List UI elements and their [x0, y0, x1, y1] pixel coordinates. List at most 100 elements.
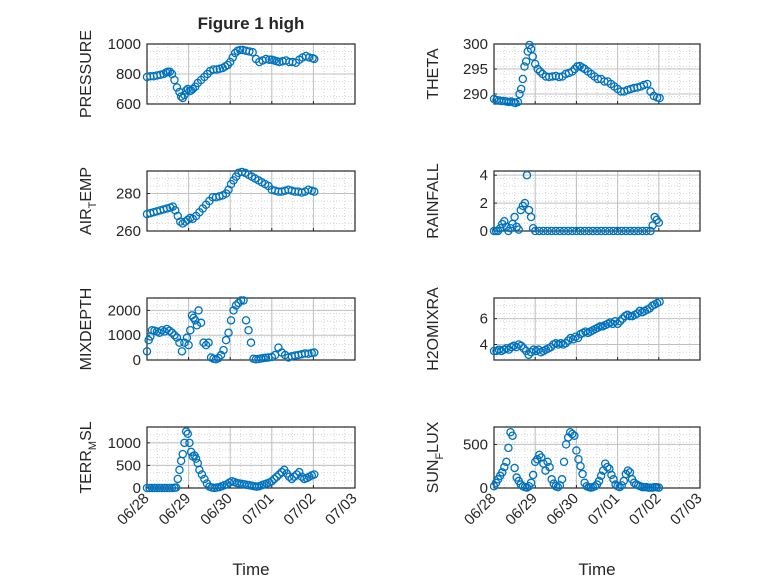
figure-title: Figure 1 high — [198, 14, 305, 33]
data-point — [530, 226, 540, 236]
data-point — [555, 226, 565, 236]
data-point — [654, 218, 664, 227]
data-point — [173, 474, 183, 484]
data-point — [519, 344, 528, 353]
data-point — [287, 474, 297, 484]
x-axis-label: Time — [578, 560, 615, 579]
y-tick-label: 500 — [116, 457, 141, 474]
data-point — [500, 216, 509, 226]
data-point — [204, 338, 213, 347]
data-point — [654, 483, 664, 492]
data-point — [563, 226, 573, 236]
y-tick-label: 2000 — [108, 302, 141, 319]
data-point — [165, 326, 174, 335]
data-point — [191, 454, 201, 463]
data-point — [530, 59, 540, 69]
data-point — [304, 53, 314, 62]
data-point — [638, 226, 647, 236]
data-point — [267, 476, 277, 486]
data-point — [530, 457, 540, 467]
data-point — [162, 204, 172, 213]
data-point — [535, 67, 545, 76]
data-point — [524, 350, 533, 360]
data-point — [515, 89, 524, 99]
data-point — [520, 62, 529, 71]
data-point — [535, 226, 544, 236]
data-point — [600, 226, 610, 236]
data-point — [234, 298, 243, 308]
data-point — [551, 226, 561, 236]
data-point — [545, 462, 554, 472]
data-point — [596, 471, 606, 481]
data-point — [642, 226, 651, 236]
data-point — [584, 226, 594, 236]
data-point — [522, 483, 532, 492]
y-tick-label: 4 — [480, 167, 488, 184]
data-point — [171, 483, 181, 492]
data-point — [513, 97, 523, 107]
data-point — [572, 446, 581, 455]
data-point — [568, 335, 578, 344]
x-tick-label: 06/29 — [156, 490, 195, 529]
data-point — [553, 482, 563, 492]
data-point — [228, 53, 237, 62]
data-point — [209, 65, 218, 74]
data-point — [216, 350, 226, 360]
data-point — [617, 226, 626, 236]
data-point — [192, 321, 202, 330]
data-point — [229, 306, 238, 315]
data-point — [309, 348, 319, 357]
data-point — [625, 311, 635, 321]
y-axis-label: MIXDEPTH — [78, 288, 95, 371]
data-point — [248, 48, 257, 57]
data-point — [576, 226, 585, 236]
data-point — [568, 67, 577, 76]
data-point — [619, 476, 629, 486]
data-point — [621, 226, 631, 236]
y-axis-label: RAINFALL — [425, 163, 442, 239]
data-point — [510, 463, 519, 473]
data-point — [516, 341, 526, 351]
data-point — [197, 470, 207, 479]
y-tick-label: 600 — [116, 96, 141, 113]
x-axis-label: Time — [232, 560, 269, 579]
data-point — [245, 47, 254, 56]
data-point — [590, 482, 600, 491]
data-point — [535, 450, 544, 460]
y-tick-label: 300 — [463, 36, 488, 53]
data-point — [506, 223, 515, 233]
data-point — [235, 45, 245, 55]
data-point — [615, 316, 625, 326]
data-point — [655, 297, 664, 307]
data-point — [655, 93, 664, 103]
data-point — [533, 454, 542, 464]
data-point — [528, 470, 538, 480]
data-point — [592, 226, 602, 236]
data-point — [561, 338, 570, 348]
data-point — [142, 347, 152, 356]
data-point — [304, 185, 313, 194]
data-point — [176, 217, 185, 226]
data-point — [525, 40, 534, 50]
data-point — [539, 226, 548, 236]
data-point — [563, 336, 573, 345]
data-point — [533, 64, 542, 74]
y-axis-label: H2OMIXRA — [425, 287, 442, 371]
y-tick-label: 800 — [116, 66, 141, 83]
data-point — [520, 198, 530, 208]
data-point — [146, 332, 155, 341]
axes-box — [146, 297, 356, 361]
data-point — [170, 75, 179, 85]
data-point — [184, 340, 193, 350]
data-point — [155, 328, 164, 337]
x-tick-label: 06/30 — [197, 490, 236, 529]
data-point — [596, 322, 605, 331]
data-point — [547, 226, 556, 236]
data-point — [617, 481, 626, 490]
data-point — [646, 226, 655, 236]
subplot-4: 0 2 4 RAINFALL — [425, 163, 701, 240]
data-point — [510, 212, 519, 222]
data-point — [219, 345, 228, 355]
